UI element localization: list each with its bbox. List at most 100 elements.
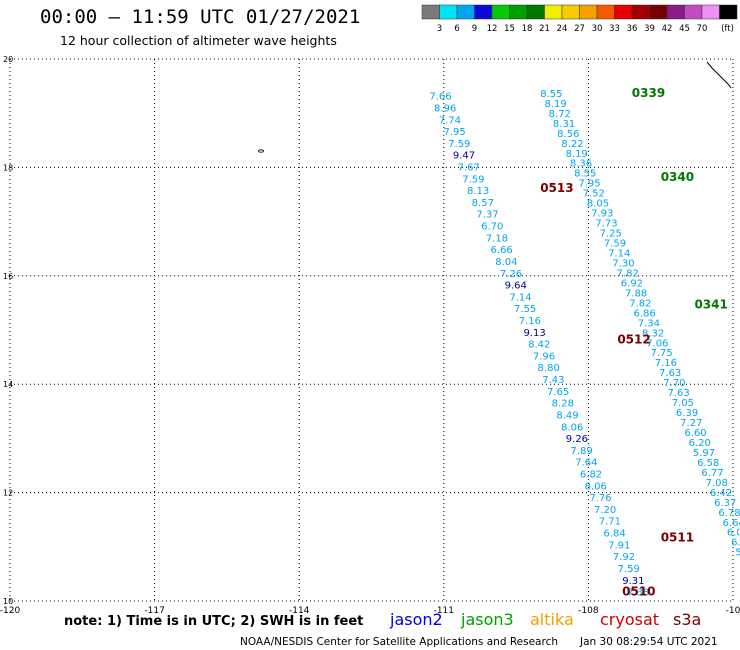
legend-entry: jason2 <box>389 610 443 629</box>
colorbar-tick-label: 15 <box>504 24 515 34</box>
swh-value-label: 9.31 <box>622 576 644 587</box>
colorbar-tick-label: 33 <box>609 24 620 34</box>
swh-value-label: 6.82 <box>580 470 602 481</box>
island <box>258 149 264 153</box>
swh-value-label: 6.58 <box>697 458 719 469</box>
swh-value-label: 7.59 <box>462 174 484 185</box>
swh-value-label: 7.95 <box>443 127 465 138</box>
y-tick-label: 10 <box>3 597 13 606</box>
colorbar-swatch <box>526 4 545 20</box>
colorbar-swatch <box>579 4 598 20</box>
swh-value-label: 8.19 <box>544 99 566 110</box>
swh-value-label: 7.43 <box>542 375 564 386</box>
swh-value-label: 7.63 <box>667 388 689 399</box>
swh-value-label: 7.38 <box>627 588 649 599</box>
swh-value-label: 7.66 <box>429 92 451 103</box>
colorbar-swatch <box>509 4 528 20</box>
swh-value-label: 7.88 <box>625 288 647 299</box>
footer-credit: NOAA/NESDIS Center for Satellite Applica… <box>240 636 558 648</box>
swh-value-label: 5.97 <box>693 448 715 459</box>
colorbar-swatch <box>649 4 668 20</box>
swh-value-label: 8.28 <box>552 399 574 410</box>
swh-value-label: 7.65 <box>547 387 569 398</box>
swh-value-label: 8.36 <box>570 159 592 170</box>
swh-value-label: 7.37 <box>476 210 498 221</box>
swh-value-label: 6.70 <box>481 222 503 233</box>
swh-value-label: 7.71 <box>599 517 621 528</box>
pass-time-label: 0510 <box>622 585 655 599</box>
swh-value-label: 9.47 <box>453 151 475 162</box>
pass-time-label: 0513 <box>540 181 573 195</box>
swh-value-label: 8.42 <box>528 340 550 351</box>
swh-value-label: 8.55 <box>540 89 562 100</box>
swh-value-label: 7.14 <box>509 292 531 303</box>
pass-time-label: 0341 <box>694 297 727 311</box>
swh-value-label: 8.05 <box>587 199 609 210</box>
swh-value-label: 8.96 <box>434 103 456 114</box>
swh-value-label: 8.80 <box>538 363 560 374</box>
swh-value-label: 7.67 <box>458 162 480 173</box>
colorbar-swatch <box>544 4 563 20</box>
swh-value-label: 7.96 <box>533 351 555 362</box>
colorbar: 3 6 9 12 15 18 21 24 27 30 33 36 39 42 45 70 (ft) <box>421 4 738 34</box>
swh-value-label: 5.88 <box>735 548 740 559</box>
pass-time-label: 0511 <box>661 530 694 544</box>
footer-timestamp: Jan 30 08:29:54 UTC 2021 <box>579 636 718 648</box>
swh-value-label: 7.16 <box>655 358 677 369</box>
y-tick-label: 12 <box>3 489 13 498</box>
swh-value-label: 6.20 <box>731 538 740 549</box>
swh-value-label: 8.13 <box>467 186 489 197</box>
swh-value-label: 6.42 <box>710 488 732 499</box>
swh-value-label: 7.93 <box>591 209 613 220</box>
swh-value-label: 8.31 <box>553 119 575 130</box>
swh-value-label: 7.08 <box>706 478 728 489</box>
swh-value-label: 7.74 <box>439 115 461 126</box>
coastline <box>706 61 732 89</box>
colorbar-swatch <box>561 4 580 20</box>
swh-value-label: 9.64 <box>505 281 527 292</box>
y-tick-label: 16 <box>3 272 13 281</box>
pass-time-label: 0340 <box>661 170 694 184</box>
swh-value-label: 6.60 <box>684 428 706 439</box>
colorbar-tick-label: 70 <box>697 24 708 34</box>
colorbar-swatch <box>614 4 633 20</box>
swh-value-label: 7.76 <box>589 493 611 504</box>
swh-value-label: 8.06 <box>585 481 607 492</box>
colorbar-tick-label: 6 <box>454 24 459 34</box>
colorbar-swatch <box>684 4 703 20</box>
swh-value-label: 7.20 <box>594 505 616 516</box>
pass-time-label: 0512 <box>617 333 650 347</box>
x-tick-label: -108 <box>578 606 599 616</box>
swh-value-label: 7.59 <box>448 139 470 150</box>
swh-value-label: 9.26 <box>566 434 588 445</box>
y-tick-label: 14 <box>3 380 13 389</box>
swh-value-label: 7.70 <box>663 378 685 389</box>
y-tick-label: 18 <box>3 163 13 172</box>
swh-value-label: 7.34 <box>638 318 660 329</box>
swh-value-label: 7.95 <box>578 179 600 190</box>
swh-value-label: 6.86 <box>634 308 656 319</box>
legend: jason2 jason3 altika cryosat s3a <box>389 610 701 629</box>
legend-entry: cryosat <box>600 610 659 629</box>
swh-value-label: 8.49 <box>556 410 578 421</box>
swh-value-label: 8.72 <box>549 109 571 120</box>
swh-value-label: 6.64 <box>723 518 740 529</box>
swh-value-label: 7.52 <box>583 189 605 200</box>
swh-value-label: 7.82 <box>629 298 651 309</box>
colorbar-tick-label: 45 <box>679 24 690 34</box>
swh-value-label: 7.59 <box>604 239 626 250</box>
colorbar-tick-label: 18 <box>522 24 533 34</box>
swh-value-label: 8.56 <box>557 129 579 140</box>
swh-value-label: 7.27 <box>680 418 702 429</box>
swh-value-label: 7.73 <box>595 219 617 230</box>
x-tick-label: -120 <box>0 606 20 616</box>
swh-value-label: 6.39 <box>676 408 698 419</box>
x-tick-label: -114 <box>289 606 310 616</box>
colorbar-swatch <box>701 4 720 20</box>
colorbar-tick-label: 3 <box>437 24 442 34</box>
page-title: 00:00 – 11:59 UTC 01/27/2021 <box>40 6 361 28</box>
swh-value-label: 8.04 <box>495 257 517 268</box>
swh-value-label: 6.37 <box>714 498 736 509</box>
swh-value-label: 7.64 <box>575 458 597 469</box>
